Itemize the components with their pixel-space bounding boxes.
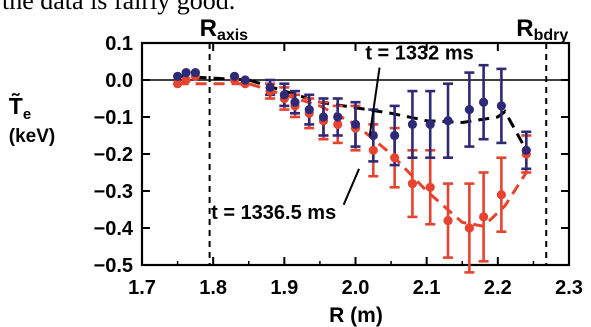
data-point-s1-10 bbox=[333, 119, 343, 129]
annotation-arrow-0 bbox=[368, 67, 381, 136]
data-point-s0-3 bbox=[229, 71, 240, 81]
data-point-s1-15 bbox=[425, 182, 435, 192]
reference-label-bdry: Rbdry bbox=[516, 15, 568, 44]
data-point-s0-16 bbox=[443, 116, 453, 126]
reference-label-subscript-bdry: bdry bbox=[534, 27, 569, 44]
error-bars bbox=[265, 63, 532, 274]
data-point-s1-0 bbox=[172, 79, 183, 89]
x-tick-label-2: 1.9 bbox=[270, 277, 298, 299]
data-point-s0-10 bbox=[333, 112, 343, 122]
fit-line-series-0 bbox=[177, 74, 528, 152]
data-point-s0-14 bbox=[407, 119, 418, 129]
data-point-s0-18 bbox=[479, 97, 489, 107]
data-point-s0-4 bbox=[240, 75, 250, 85]
x-tick-label-3: 2.0 bbox=[342, 277, 370, 299]
y-tick-label-4: −0.3 bbox=[94, 181, 133, 203]
reference-label-subscript-axis: axis bbox=[217, 27, 248, 44]
y-tick-label-6: −0.5 bbox=[94, 255, 133, 277]
data-point-s1-13 bbox=[390, 153, 400, 163]
y-axis-label-symbol: T̃e bbox=[9, 92, 31, 123]
data-point-s0-11 bbox=[350, 119, 361, 129]
x-tick-label-5: 2.2 bbox=[484, 277, 512, 299]
y-tick-label-3: −0.2 bbox=[94, 144, 133, 166]
data-point-s1-1 bbox=[181, 75, 191, 85]
data-point-s0-8 bbox=[304, 105, 314, 115]
data-point-s1-18 bbox=[479, 212, 489, 222]
y-tick-label-5: −0.4 bbox=[94, 218, 134, 240]
data-point-s1-14 bbox=[407, 179, 418, 189]
y-tick-label-0: 0.1 bbox=[105, 33, 133, 55]
data-point-s1-16 bbox=[443, 216, 453, 226]
data-point-s0-5 bbox=[265, 82, 275, 92]
y-axis-label-unit: (keV) bbox=[9, 126, 55, 147]
y-axis-label-subscript: e bbox=[23, 106, 31, 123]
caption-text: the data is fairly good. bbox=[2, 0, 236, 15]
x-tick-label-0: 1.7 bbox=[128, 277, 156, 299]
data-point-s1-12 bbox=[368, 145, 378, 155]
data-point-s1-19 bbox=[496, 190, 506, 200]
annotation-label-0: t = 1332 ms bbox=[365, 43, 473, 65]
data-points bbox=[172, 68, 531, 233]
annotation-label-1: t = 1336.5 ms bbox=[211, 202, 336, 224]
caption-fragment: the data is fairly good. bbox=[0, 0, 591, 22]
data-point-s1-17 bbox=[464, 223, 474, 233]
y-tick-label-2: −0.1 bbox=[94, 107, 133, 129]
data-point-s0-9 bbox=[318, 112, 329, 122]
y-ticks: 0.1 0.0 −0.1 −0.2 −0.3 −0.4 −0.5 bbox=[94, 33, 569, 277]
data-point-s0-2 bbox=[190, 68, 200, 78]
reference-label-axis: Raxis bbox=[200, 15, 249, 44]
x-axis-label: R (m) bbox=[329, 304, 383, 327]
x-tick-label-4: 2.1 bbox=[413, 277, 441, 299]
annotations: t = 1332 ms t = 1336.5 ms bbox=[211, 43, 474, 224]
x-tick-label-6: 2.3 bbox=[555, 277, 583, 299]
data-point-s0-0 bbox=[172, 71, 183, 81]
data-point-s0-7 bbox=[290, 97, 300, 107]
data-point-s0-19 bbox=[496, 101, 506, 111]
x-ticks: 1.7 1.8 1.9 2.0 2.1 2.2 2.3 bbox=[128, 43, 583, 299]
data-point-s0-6 bbox=[279, 90, 289, 100]
annotation-arrow-1 bbox=[342, 168, 360, 206]
y-tick-label-1: 0.0 bbox=[105, 70, 133, 92]
x-tick-label-1: 1.8 bbox=[199, 277, 227, 299]
data-point-s0-13 bbox=[390, 130, 400, 141]
data-point-s0-17 bbox=[464, 105, 474, 115]
data-point-s0-1 bbox=[181, 68, 191, 78]
data-point-s0-15 bbox=[425, 119, 435, 129]
data-point-s0-20 bbox=[521, 145, 531, 155]
